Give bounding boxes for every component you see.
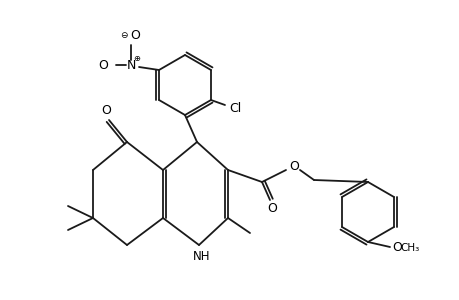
Text: ⊕: ⊕	[133, 53, 140, 62]
Text: O: O	[288, 160, 298, 172]
Text: N: N	[126, 58, 135, 71]
Text: CH₃: CH₃	[399, 243, 419, 253]
Text: O: O	[101, 103, 111, 116]
Text: O: O	[267, 202, 276, 215]
Text: NH: NH	[193, 250, 210, 262]
Text: ⊖: ⊖	[120, 31, 128, 40]
Text: Cl: Cl	[229, 101, 241, 115]
Text: O: O	[391, 242, 401, 254]
Text: O: O	[130, 28, 140, 41]
Text: O: O	[98, 58, 108, 71]
